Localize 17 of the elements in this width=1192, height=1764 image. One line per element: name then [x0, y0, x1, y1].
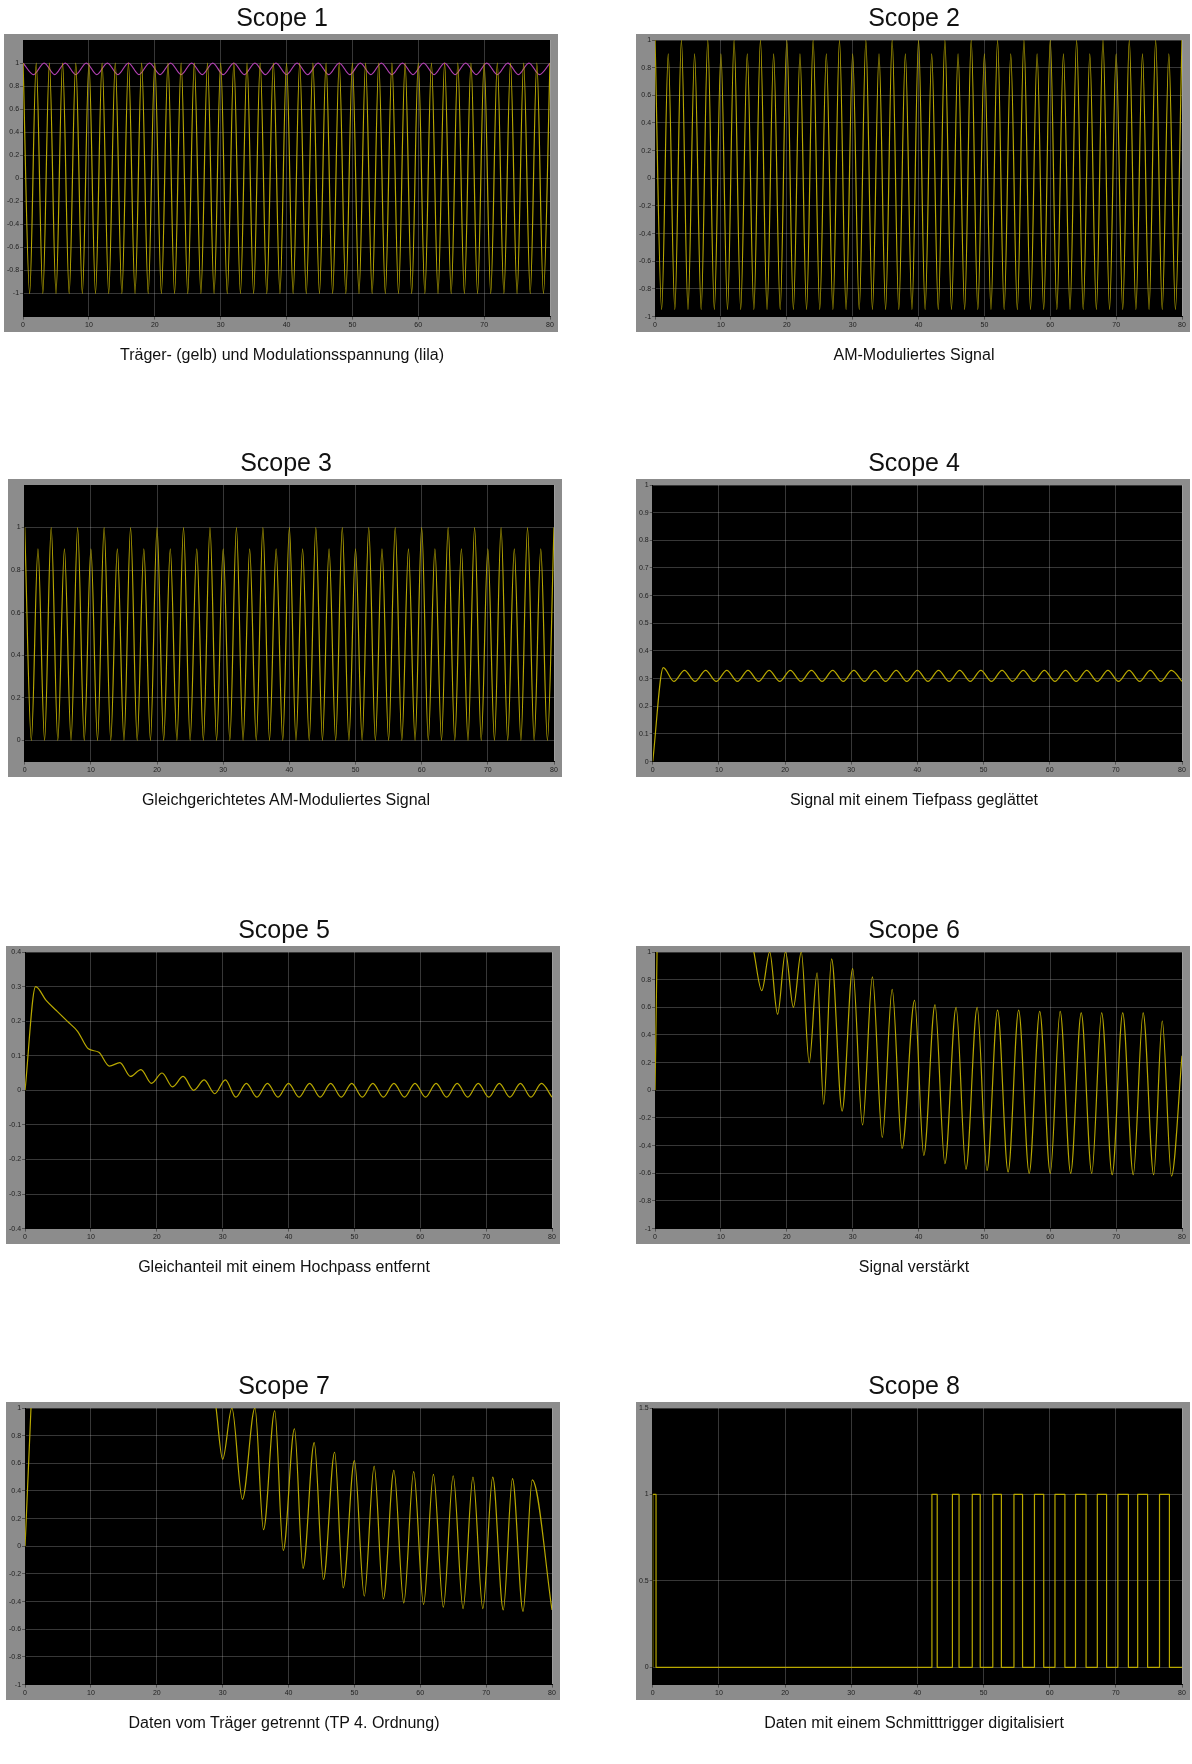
- text: Signal mit einem Tiefpass geglättet: [788, 791, 1040, 809]
- text: Signal verstärkt: [857, 1258, 971, 1276]
- chart-title: Scope 5: [237, 914, 331, 945]
- text: Daten mit einem Schmitttrigger digitalisiert: [763, 1714, 1065, 1732]
- line-series: [25, 985, 552, 1098]
- text: Daten vom Träger getrennt (TP 4. Ordnung): [127, 1714, 441, 1732]
- text: Träger- (gelb) und Modulationsspannung (lila): [119, 346, 445, 364]
- text: Gleichanteil mit einem Hochpass entfernt: [137, 1258, 431, 1276]
- text: Gleichgerichtetes AM-Moduliertes Signal: [140, 791, 432, 809]
- chart-title: Scope 3: [239, 447, 333, 478]
- chart-title: Scope 4: [867, 447, 961, 478]
- chart-title: Scope 8: [867, 1370, 961, 1401]
- chart-title: Scope 7: [237, 1370, 331, 1401]
- chart-title: Scope 2: [867, 2, 961, 33]
- chart-title: Scope 1: [235, 2, 329, 33]
- text: AM-Moduliertes Signal: [832, 346, 996, 364]
- chart-title: Scope 6: [867, 914, 961, 945]
